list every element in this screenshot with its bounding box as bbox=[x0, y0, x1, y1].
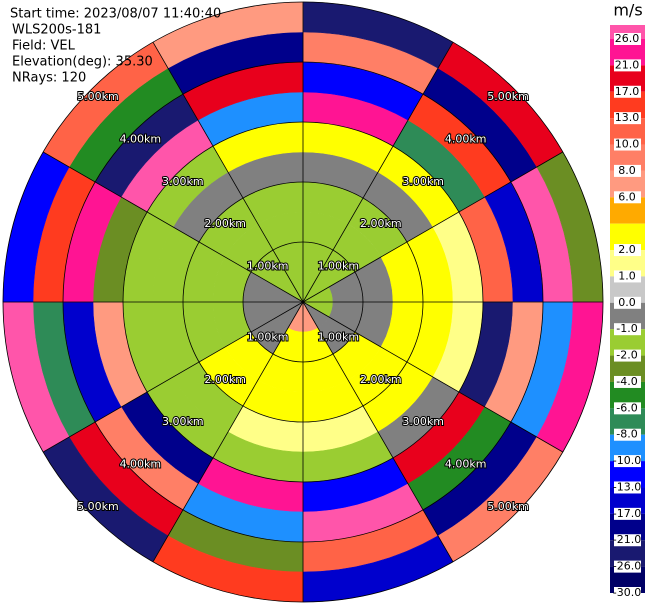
colorbar-label-bg bbox=[614, 587, 641, 599]
colorbar-label: 17.0 bbox=[615, 85, 640, 98]
spoke bbox=[302, 41, 454, 303]
colorbar-label: -30.0 bbox=[613, 586, 641, 599]
colorbar-label: -1.0 bbox=[616, 322, 637, 335]
colorbar-label-bg bbox=[614, 59, 641, 72]
info-block: Start time: 2023/08/07 11:40:40WLS200s-1… bbox=[10, 7, 221, 86]
range-ring bbox=[182, 181, 424, 423]
colorbar-label-bg bbox=[614, 375, 641, 388]
info-line: NRays: 120 bbox=[12, 71, 86, 86]
colorbar-label: -2.0 bbox=[616, 349, 637, 362]
colorbar-label-bg bbox=[614, 296, 641, 309]
spoke bbox=[302, 151, 564, 303]
colorbar-label-bg bbox=[614, 349, 641, 362]
colorbar-label-bg bbox=[614, 244, 641, 257]
info-line: WLS200s-181 bbox=[12, 23, 101, 38]
spoke bbox=[152, 301, 304, 563]
colorbar-label-bg bbox=[614, 191, 641, 204]
info-line: Field: VEL bbox=[12, 39, 76, 54]
spoke bbox=[152, 41, 304, 303]
range-ring bbox=[122, 121, 484, 483]
range-ring bbox=[242, 241, 364, 363]
colorbar-label: -4.0 bbox=[616, 375, 637, 388]
colorbar-label-bg bbox=[614, 270, 641, 283]
range-ring-label: 3.00km bbox=[402, 175, 444, 188]
range-ring-label: 4.00km bbox=[120, 132, 162, 145]
range-ring-label: 2.00km bbox=[360, 217, 402, 230]
spoke bbox=[302, 301, 454, 563]
range-ring-label: 5.00km bbox=[77, 90, 119, 103]
range-ring-label: 1.00km bbox=[318, 260, 360, 273]
range-ring-label: 2.00km bbox=[204, 217, 246, 230]
spoke bbox=[302, 301, 564, 453]
colorbar-label: -13.0 bbox=[613, 480, 641, 493]
range-ring-label: 4.00km bbox=[120, 458, 162, 471]
colorbar-label: -6.0 bbox=[616, 401, 637, 414]
colorbar: m/s 26.0 21.0 17.0 13.0 10.0 8.0 6.0 2.0 1.0 0.0 -… bbox=[610, 1, 645, 599]
colorbar-label: 13.0 bbox=[615, 111, 640, 124]
range-ring-label: 4.00km bbox=[445, 458, 487, 471]
range-ring-label: 5.00km bbox=[77, 500, 119, 513]
ring-labels: 1.00km 1.00km 1.00km 1.00km 2.00km 2.00km 2.00… bbox=[76, 89, 530, 514]
colorbar-label-bg bbox=[614, 534, 641, 547]
colorbar-label-bg bbox=[614, 507, 641, 520]
range-grid bbox=[2, 1, 604, 603]
colorbar-label-bg bbox=[614, 402, 641, 415]
range-ring-label: 1.00km bbox=[247, 260, 289, 273]
colorbar-label: -8.0 bbox=[616, 428, 637, 441]
range-ring-label: 1.00km bbox=[247, 330, 289, 343]
spoke bbox=[42, 151, 304, 303]
range-ring-label: 5.00km bbox=[487, 90, 529, 103]
colorbar-label-bg bbox=[614, 455, 641, 468]
colorbar-label: 1.0 bbox=[618, 269, 636, 282]
range-ring-label: 3.00km bbox=[162, 175, 204, 188]
colorbar-label: 26.0 bbox=[615, 32, 640, 45]
info-line: Start time: 2023/08/07 11:40:40 bbox=[10, 7, 221, 22]
colorbar-label-bg bbox=[614, 428, 641, 441]
range-ring-label: 3.00km bbox=[162, 415, 204, 428]
range-ring-label: 2.00km bbox=[360, 373, 402, 386]
colorbar-label: 2.0 bbox=[618, 243, 636, 256]
colorbar-label: -17.0 bbox=[613, 507, 641, 520]
colorbar-label-bg bbox=[614, 164, 641, 177]
range-ring-label: 3.00km bbox=[402, 415, 444, 428]
colorbar-unit: m/s bbox=[613, 1, 642, 20]
colorbar-label-bg bbox=[614, 323, 641, 336]
colorbar-label: -10.0 bbox=[613, 454, 641, 467]
spoke bbox=[42, 301, 304, 453]
info-line: Elevation(deg): 35.30 bbox=[12, 55, 153, 70]
colorbar-label: 8.0 bbox=[618, 164, 636, 177]
radar-field bbox=[2, 1, 604, 603]
colorbar-label: 0.0 bbox=[618, 296, 636, 309]
colorbar-label-bg bbox=[614, 33, 641, 45]
range-ring bbox=[62, 61, 544, 543]
range-ring-label: 5.00km bbox=[487, 500, 529, 513]
colorbar-label: 10.0 bbox=[615, 138, 640, 151]
range-ring bbox=[2, 1, 604, 603]
colorbar-label-bg bbox=[614, 112, 641, 125]
range-ring-label: 4.00km bbox=[445, 132, 487, 145]
range-ring-label: 2.00km bbox=[204, 373, 246, 386]
colorbar-label-bg bbox=[614, 85, 641, 98]
colorbar-label-bg bbox=[614, 138, 641, 151]
colorbar-label-bg bbox=[614, 481, 641, 494]
colorbar-label: -26.0 bbox=[613, 560, 641, 573]
colorbar-label-bg bbox=[614, 560, 641, 573]
colorbar-label: 6.0 bbox=[618, 190, 636, 203]
colorbar-label: 21.0 bbox=[615, 58, 640, 71]
colorbar-label: -21.0 bbox=[613, 533, 641, 546]
range-ring-label: 1.00km bbox=[318, 330, 360, 343]
